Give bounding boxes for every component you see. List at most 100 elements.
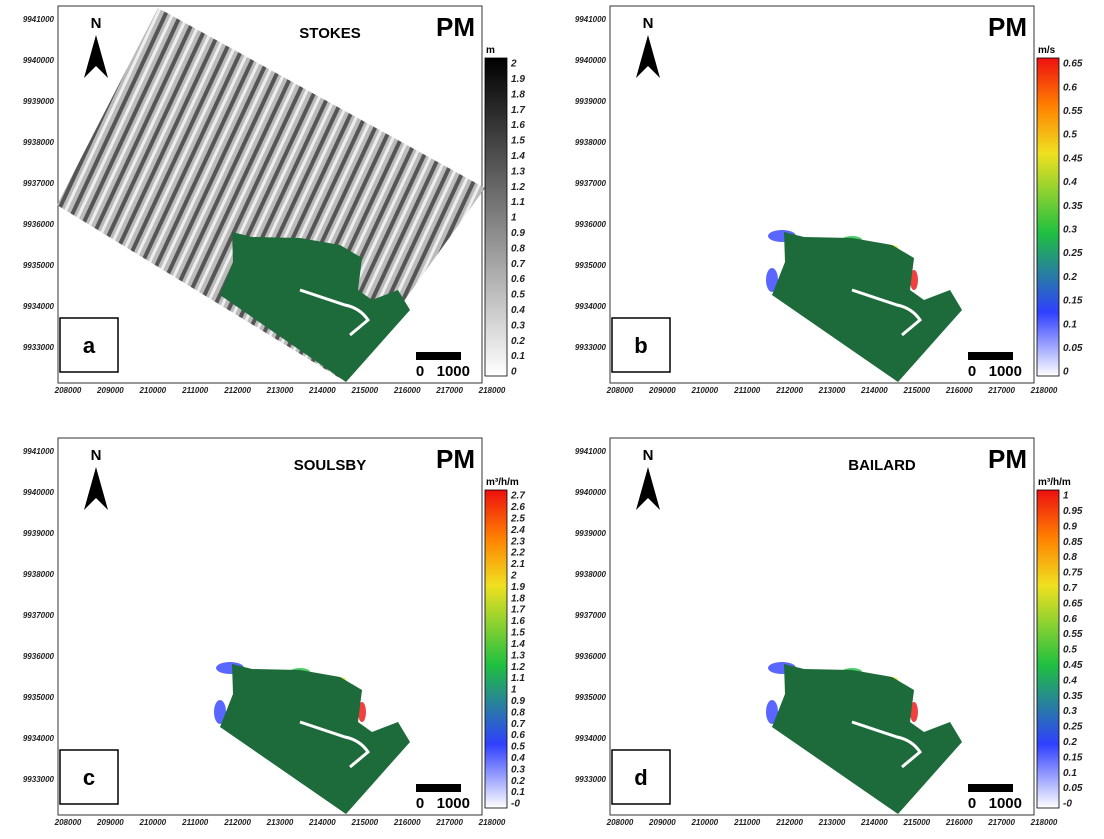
x-tick-label: 217000 <box>987 818 1015 827</box>
colorbar-label: 1.8 <box>511 593 525 604</box>
y-tick-label: 9935000 <box>575 261 607 270</box>
x-tick-label: 214000 <box>308 386 336 395</box>
y-tick-label: 9935000 <box>23 261 55 270</box>
colorbar <box>1037 490 1059 808</box>
x-tick-label: 212000 <box>775 386 803 395</box>
y-tick-label: 9939000 <box>23 529 55 538</box>
x-tick-label: 218000 <box>478 818 506 827</box>
panel-tag: PM <box>988 12 1027 42</box>
y-tick-label: 9936000 <box>23 220 55 229</box>
x-tick-label: 211000 <box>733 818 761 827</box>
colorbar-label: 0.1 <box>1063 768 1077 779</box>
y-tick-label: 9940000 <box>575 488 607 497</box>
panel-tag: PM <box>988 444 1027 474</box>
y-tick-label: 9938000 <box>575 570 607 579</box>
y-tick-label: 9937000 <box>23 611 55 620</box>
y-tick-label: 9938000 <box>23 570 55 579</box>
y-tick-label: 9937000 <box>575 611 607 620</box>
y-tick-label: 9934000 <box>575 302 607 311</box>
colorbar-label: 0.1 <box>1063 319 1077 330</box>
x-tick-label: 213000 <box>266 818 294 827</box>
x-tick-label: 208000 <box>606 386 634 395</box>
colorbar-label: 1.8 <box>511 89 525 100</box>
colorbar-label: 1.2 <box>511 662 525 673</box>
north-label: N <box>643 15 654 32</box>
colorbar-label: 0.9 <box>1063 521 1077 532</box>
colorbar-unit: m <box>486 45 495 56</box>
colorbar-label: 0.3 <box>1063 706 1077 717</box>
colorbar-label: 0 <box>1063 367 1069 378</box>
y-tick-label: 9941000 <box>23 447 55 456</box>
colorbar-label: 0.2 <box>1063 737 1077 748</box>
x-tick-label: 212000 <box>775 818 803 827</box>
x-tick-label: 214000 <box>860 386 888 395</box>
y-tick-label: 9936000 <box>575 220 607 229</box>
panel-title: SOULSBY <box>294 457 367 474</box>
colorbar-label: 1 <box>1063 491 1069 502</box>
x-tick-label: 217000 <box>435 818 463 827</box>
scale-label: 1000 <box>989 363 1022 380</box>
x-tick-label: 208000 <box>54 386 82 395</box>
colorbar-label: 0.15 <box>1063 296 1083 307</box>
x-tick-label: 209000 <box>96 386 124 395</box>
colorbar-label: 0.2 <box>511 776 525 787</box>
colorbar-unit: m³/h/m <box>1038 477 1071 488</box>
x-tick-label: 210000 <box>690 818 718 827</box>
x-tick-label: 213000 <box>818 818 846 827</box>
colorbar-label: 1.6 <box>511 616 525 627</box>
x-tick-label: 215000 <box>902 818 930 827</box>
y-tick-label: 9934000 <box>23 734 55 743</box>
colorbar-label: 0.4 <box>511 305 525 316</box>
colorbar-label: 0.6 <box>1063 614 1077 625</box>
y-tick-label: 9935000 <box>23 693 55 702</box>
colorbar-unit: m³/h/m <box>486 477 519 488</box>
y-tick-label: 9940000 <box>23 488 55 497</box>
colorbar-label: 1.9 <box>511 582 525 593</box>
north-label: N <box>643 447 654 464</box>
x-tick-label: 216000 <box>945 818 973 827</box>
colorbar-label: 2 <box>510 570 517 581</box>
x-tick-label: 208000 <box>606 818 634 827</box>
colorbar-label: 0.3 <box>511 764 525 775</box>
colorbar-label: 1.3 <box>511 166 525 177</box>
panel: 2080002090002100002110002120002130002140… <box>575 6 1083 395</box>
x-tick-label: 214000 <box>860 818 888 827</box>
north-label: N <box>91 447 102 464</box>
colorbar-label: 0.9 <box>511 228 525 239</box>
colorbar-label: 0.45 <box>1063 660 1083 671</box>
colorbar-label: 0.3 <box>1063 224 1077 235</box>
x-tick-label: 211000 <box>181 818 209 827</box>
scale-label: 1000 <box>989 795 1022 812</box>
scale-bar <box>968 352 1013 360</box>
colorbar-label: 0.65 <box>1063 598 1083 609</box>
scale-label: 0 <box>968 795 976 812</box>
colorbar-label: -0 <box>511 799 520 810</box>
colorbar-label: 0.1 <box>511 787 525 798</box>
colorbar-label: 1.7 <box>511 605 525 616</box>
colorbar-label: 0 <box>511 367 517 378</box>
x-tick-label: 214000 <box>308 818 336 827</box>
colorbar-label: 0.35 <box>1063 691 1083 702</box>
y-tick-label: 9936000 <box>23 652 55 661</box>
colorbar-label: 1 <box>511 685 517 696</box>
x-tick-label: 210000 <box>138 386 166 395</box>
panel-title: STOKES <box>299 25 360 42</box>
colorbar-label: 1.3 <box>511 650 525 661</box>
page: 2080002090002100002110002120002130002140… <box>0 0 1104 839</box>
colorbar-label: 0.95 <box>1063 506 1083 517</box>
scale-label: 0 <box>416 363 424 380</box>
y-tick-label: 9938000 <box>23 138 55 147</box>
colorbar-label: 0.6 <box>511 730 525 741</box>
panel-tag: PM <box>436 12 475 42</box>
colorbar-label: 1.4 <box>511 151 525 162</box>
colorbar-label: 0.9 <box>511 696 525 707</box>
panel-letter: c <box>83 765 95 790</box>
panel-letter: b <box>634 333 647 358</box>
x-tick-label: 210000 <box>690 386 718 395</box>
colorbar-label: 0.2 <box>511 336 525 347</box>
colorbar-label: 2.4 <box>510 525 525 536</box>
colorbar-label: 2.2 <box>510 548 525 559</box>
colorbar-label: 0.25 <box>1063 248 1083 259</box>
colorbar-label: 0.55 <box>1063 629 1083 640</box>
